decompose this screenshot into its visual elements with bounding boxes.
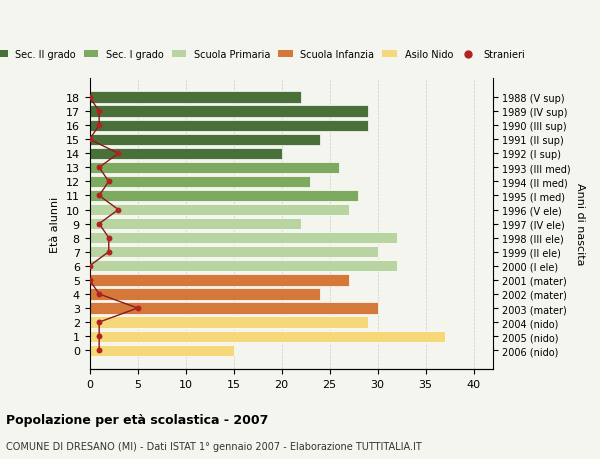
- Point: [85, 277, 94, 284]
- Point: [94, 192, 104, 200]
- Bar: [89, 331, 445, 342]
- Point: [94, 333, 104, 340]
- Point: [94, 291, 104, 298]
- Bar: [89, 162, 339, 174]
- Bar: [89, 205, 349, 216]
- Bar: [89, 233, 397, 244]
- Bar: [89, 176, 310, 188]
- Bar: [89, 134, 320, 146]
- Point: [85, 94, 94, 101]
- Bar: [89, 261, 397, 272]
- Bar: [89, 345, 233, 356]
- Point: [113, 207, 123, 214]
- Bar: [89, 148, 281, 160]
- Bar: [89, 303, 377, 314]
- Point: [85, 136, 94, 144]
- Bar: [89, 289, 320, 300]
- Bar: [89, 120, 368, 132]
- Point: [104, 248, 113, 256]
- Legend: Sec. II grado, Sec. I grado, Scuola Primaria, Scuola Infanzia, Asilo Nido, Stran: Sec. II grado, Sec. I grado, Scuola Prim…: [0, 46, 529, 64]
- Point: [113, 150, 123, 157]
- Point: [94, 164, 104, 172]
- Text: Popolazione per età scolastica - 2007: Popolazione per età scolastica - 2007: [6, 413, 268, 426]
- Y-axis label: Età alunni: Età alunni: [50, 196, 60, 252]
- Bar: [89, 190, 358, 202]
- Bar: [89, 246, 377, 258]
- Bar: [89, 218, 301, 230]
- Point: [85, 263, 94, 270]
- Bar: [89, 106, 368, 118]
- Point: [94, 108, 104, 116]
- Point: [104, 235, 113, 242]
- Point: [94, 220, 104, 228]
- Point: [94, 122, 104, 129]
- Point: [104, 179, 113, 186]
- Point: [94, 319, 104, 326]
- Point: [94, 347, 104, 354]
- Text: COMUNE DI DRESANO (MI) - Dati ISTAT 1° gennaio 2007 - Elaborazione TUTTITALIA.IT: COMUNE DI DRESANO (MI) - Dati ISTAT 1° g…: [6, 441, 422, 451]
- Bar: [89, 92, 301, 103]
- Bar: [89, 274, 349, 286]
- Y-axis label: Anni di nascita: Anni di nascita: [575, 183, 585, 265]
- Bar: [89, 317, 368, 328]
- Point: [133, 305, 142, 312]
